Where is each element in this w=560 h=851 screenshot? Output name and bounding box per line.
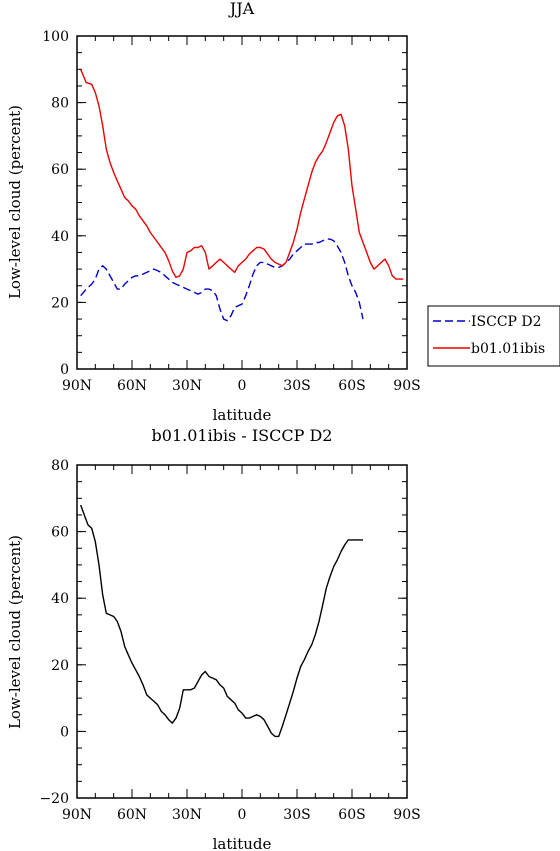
y-tick-label: 60 bbox=[51, 162, 69, 178]
y-tick-label: −20 bbox=[39, 791, 69, 807]
x-tick-label: 60S bbox=[338, 807, 365, 823]
x-tick-label: 60N bbox=[117, 378, 147, 394]
x-tick-label: 30S bbox=[283, 807, 310, 823]
x-tick-label: 30N bbox=[172, 378, 202, 394]
x-tick-label: 0 bbox=[238, 378, 247, 394]
x-tick-label: 0 bbox=[238, 807, 247, 823]
y-tick-label: 0 bbox=[60, 362, 69, 378]
chart-top-xlabel: latitude bbox=[213, 406, 272, 424]
series-b01-01ibis bbox=[80, 69, 404, 280]
chart-bottom-tick-labels: 90N 60N 30N 0 30S 60S 90S −20 0 20 40 60 80 bbox=[39, 458, 420, 823]
x-tick-label: 90N bbox=[62, 807, 92, 823]
y-tick-label: 100 bbox=[42, 29, 69, 45]
y-tick-label: 20 bbox=[51, 295, 69, 311]
series-line-1-0 bbox=[80, 504, 363, 738]
chart-top-series bbox=[80, 69, 404, 322]
series-isccp-d2 bbox=[80, 238, 364, 322]
x-tick-label: 90S bbox=[393, 378, 420, 394]
chart-top-ylabel: Low-level cloud (percent) bbox=[6, 105, 24, 299]
chart-bottom: b01.01ibis - ISCCP D2 90N 60N 30N 0 30S 60S 90… bbox=[6, 426, 421, 851]
x-tick-label: 90S bbox=[393, 807, 420, 823]
y-tick-label: 40 bbox=[51, 229, 69, 245]
x-tick-label: 60N bbox=[117, 807, 147, 823]
legend-box bbox=[427, 305, 560, 367]
y-tick-label: 20 bbox=[51, 658, 69, 674]
chart-top-axes bbox=[76, 35, 408, 370]
chart-top: JJA 90N 60N 30N 0 30S 60S 90S 0 20 40 60 80 100 lati… bbox=[6, 0, 560, 424]
chart-bottom-frame bbox=[76, 464, 408, 799]
y-tick-label: 0 bbox=[60, 724, 69, 740]
x-tick-label: 30N bbox=[172, 807, 202, 823]
chart-bottom-ylabel: Low-level cloud (percent) bbox=[6, 535, 24, 729]
y-tick-label: 80 bbox=[51, 458, 69, 474]
x-tick-label: 30S bbox=[283, 378, 310, 394]
chart-top-title: JJA bbox=[228, 0, 255, 18]
chart-bottom-axes bbox=[76, 464, 408, 799]
y-tick-label: 60 bbox=[51, 525, 69, 541]
chart-bottom-title: b01.01ibis - ISCCP D2 bbox=[152, 426, 333, 445]
legend-label-isccp: ISCCP D2 bbox=[471, 314, 542, 330]
y-tick-label: 40 bbox=[51, 591, 69, 607]
y-tick-label: 80 bbox=[51, 96, 69, 112]
chart-bottom-xlabel: latitude bbox=[213, 835, 272, 851]
x-tick-label: 60S bbox=[338, 378, 365, 394]
x-tick-label: 90N bbox=[62, 378, 92, 394]
chart-top-frame bbox=[76, 35, 408, 370]
chart-top-legend: ISCCP D2 b01.01ibis bbox=[427, 305, 560, 367]
chart-bottom-series bbox=[80, 504, 363, 738]
legend-label-b01: b01.01ibis bbox=[471, 341, 545, 357]
chart-top-tick-labels: 90N 60N 30N 0 30S 60S 90S 0 20 40 60 80 100 bbox=[42, 29, 420, 394]
